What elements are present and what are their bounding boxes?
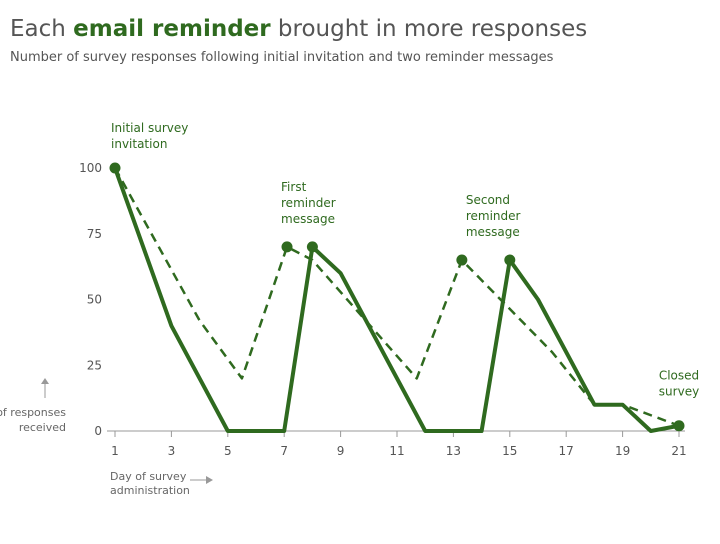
- solid-line: [113, 167, 680, 433]
- annotation-label: invitation: [111, 137, 167, 151]
- title-emphasis: email reminder: [73, 16, 271, 42]
- annotation-marker: [281, 241, 293, 253]
- x-tick-label: 7: [280, 444, 288, 458]
- chart-title: Each email reminder brought in more resp…: [10, 16, 587, 42]
- annotation-label: Initial survey: [111, 121, 188, 135]
- annotation-marker: [673, 420, 685, 432]
- annotation-marker: [504, 254, 516, 266]
- x-arrow-head: [206, 476, 213, 484]
- dashed-line: [113, 167, 680, 427]
- y-tick-label: 50: [87, 293, 102, 307]
- annotation-marker: [109, 162, 121, 174]
- annotation-label: reminder: [281, 196, 336, 210]
- annotation-label: Closed: [659, 369, 699, 383]
- y-arrow-head: [41, 378, 49, 384]
- annotation-label: survey: [659, 385, 699, 399]
- y-tick-label: 75: [87, 227, 102, 241]
- x-tick-label: 9: [337, 444, 345, 458]
- annotation-label: message: [466, 225, 520, 239]
- annotation-marker: [456, 254, 468, 266]
- y-tick-label: 100: [79, 161, 102, 175]
- x-tick-label: 19: [615, 444, 630, 458]
- annotation-label: message: [281, 212, 335, 226]
- x-axis-label: Day of survey: [110, 470, 187, 483]
- y-tick-label: 0: [94, 424, 102, 438]
- y-axis-label: received: [19, 421, 66, 434]
- x-tick-label: 15: [502, 444, 517, 458]
- annotation-label: Second: [466, 193, 510, 207]
- chart-subtitle: Number of survey responses following ini…: [10, 50, 554, 65]
- x-axis-label: administration: [110, 484, 190, 497]
- annotation-label: First: [281, 180, 307, 194]
- x-tick-label: 21: [671, 444, 686, 458]
- x-tick-label: 3: [168, 444, 176, 458]
- x-tick-label: 1: [111, 444, 119, 458]
- x-tick-label: 5: [224, 444, 232, 458]
- x-tick-label: 11: [389, 444, 404, 458]
- title-end: brought in more responses: [278, 16, 587, 42]
- x-tick-label: 17: [559, 444, 574, 458]
- annotation-marker: [306, 241, 318, 253]
- x-tick-label: 13: [446, 444, 461, 458]
- annotation-label: reminder: [466, 209, 521, 223]
- y-axis-label: # of responses: [0, 406, 66, 419]
- title-start: Each: [10, 16, 66, 42]
- y-tick-label: 25: [87, 358, 102, 372]
